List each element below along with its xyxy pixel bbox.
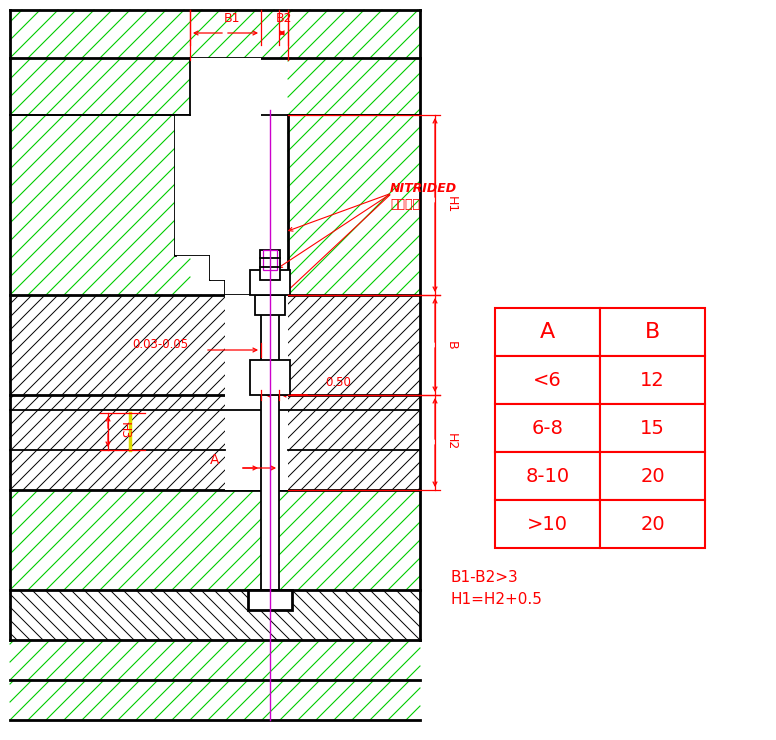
Bar [250, 270, 290, 295]
Text: A: A [210, 453, 220, 467]
Text: B: B [645, 322, 660, 342]
Bar [600, 356, 705, 404]
Bar [225, 295, 288, 395]
Text: H1=H2+0.5: H1=H2+0.5 [450, 593, 542, 608]
Text: >10: >10 [527, 514, 568, 534]
Bar [248, 590, 292, 610]
Text: B1-B2>3: B1-B2>3 [450, 571, 518, 585]
Text: 20: 20 [640, 514, 665, 534]
Bar [495, 452, 600, 500]
Text: H1: H1 [445, 196, 458, 214]
Text: 15: 15 [640, 419, 665, 437]
Bar [255, 295, 285, 315]
Bar [261, 295, 279, 590]
Text: 12: 12 [640, 371, 665, 389]
Bar [600, 452, 705, 500]
Text: 20: 20 [640, 466, 665, 485]
Bar [250, 360, 290, 395]
Bar [495, 404, 600, 452]
Text: H2: H2 [445, 434, 458, 451]
Text: 0.03-0.05: 0.03-0.05 [132, 338, 188, 352]
Bar [600, 500, 705, 548]
Bar [600, 308, 705, 356]
Text: 6-8: 6-8 [532, 419, 563, 437]
Text: H3: H3 [118, 423, 131, 440]
Text: 0.50: 0.50 [325, 375, 351, 388]
Text: 表面氮化: 表面氮化 [390, 198, 420, 212]
Bar [225, 395, 288, 490]
Text: <6: <6 [533, 371, 562, 389]
Text: 8-10: 8-10 [525, 466, 570, 485]
Bar [260, 250, 280, 280]
Text: B1: B1 [223, 12, 241, 24]
Bar [263, 250, 277, 270]
Bar [495, 500, 600, 548]
Text: A: A [540, 322, 555, 342]
Polygon shape [175, 58, 261, 295]
Text: B: B [445, 340, 458, 349]
Bar [495, 308, 600, 356]
Bar [600, 404, 705, 452]
Text: NITRIDED: NITRIDED [390, 181, 457, 195]
Text: B2: B2 [275, 12, 293, 24]
Bar [495, 356, 600, 404]
